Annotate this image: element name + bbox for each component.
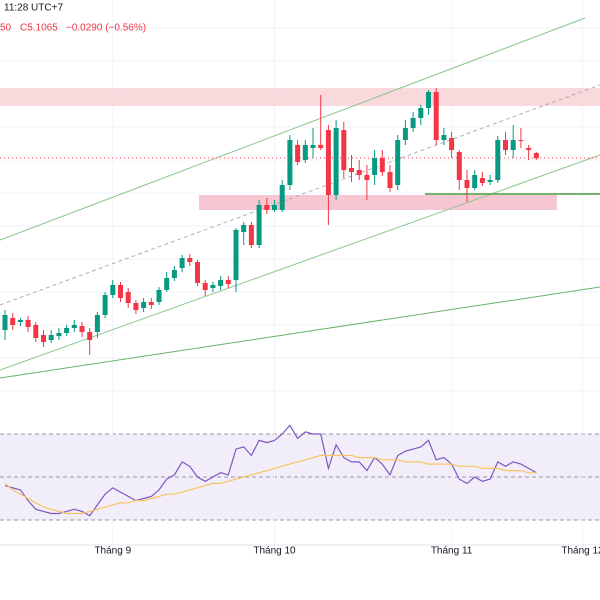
candle-body [241, 225, 247, 232]
candle-body [402, 128, 408, 140]
candle-body [218, 280, 224, 286]
candle-body [17, 320, 23, 322]
legend-text: 50 [0, 23, 12, 34]
candle-body [341, 130, 347, 170]
channel-upper [0, 17, 586, 241]
candle-body [356, 170, 362, 175]
support-zone [199, 195, 557, 210]
candle-body [256, 205, 262, 245]
candle-body [387, 172, 393, 188]
candle-body [79, 326, 85, 332]
candle-body [25, 320, 31, 327]
candle-body [333, 128, 339, 195]
candle-body [125, 292, 131, 303]
legend-text: C5.1065 [20, 23, 58, 34]
candle-body [272, 205, 277, 210]
candle-body [456, 152, 462, 180]
candle-body [133, 303, 139, 310]
candle-body [164, 278, 170, 290]
candle-body [71, 325, 77, 328]
candle-body [48, 335, 54, 340]
candle-body [433, 92, 439, 140]
legend-text: −0.0290 (−0.56%) [66, 23, 146, 34]
candle-body [56, 333, 62, 336]
candle-body [441, 135, 447, 140]
candle-body [64, 328, 70, 333]
channel-middle [0, 84, 600, 306]
candle-body [187, 258, 193, 262]
candle-body [487, 180, 493, 182]
candle-body [533, 153, 539, 159]
indicator-band [0, 434, 600, 520]
candle-body [110, 285, 116, 295]
candle-body [94, 315, 100, 332]
candle-body [202, 283, 208, 290]
candle-body [364, 175, 370, 180]
candle-body [325, 130, 331, 195]
candle-body [518, 140, 524, 141]
candle-body [156, 290, 162, 302]
candle-body [87, 332, 93, 340]
candle-body [225, 280, 231, 284]
candle-body [310, 145, 316, 148]
x-tick-label: Tháng 11 [431, 546, 473, 557]
candle-body [526, 148, 532, 150]
candle-body [287, 140, 293, 185]
candle-body [472, 175, 478, 188]
candle-body [302, 145, 308, 160]
candle-body [479, 178, 485, 183]
candle-body [210, 285, 216, 288]
candle-body [41, 335, 46, 342]
x-tick-label: Tháng 12 [561, 546, 600, 557]
candle-body [33, 325, 39, 338]
candle-body [233, 230, 239, 280]
trend-line [0, 286, 600, 379]
candle-body [495, 140, 501, 180]
candle-body [418, 108, 424, 118]
drawings [0, 17, 600, 546]
candle-body [10, 318, 16, 325]
candle-body [264, 205, 270, 210]
candle-body [2, 315, 8, 330]
candle-body [118, 285, 123, 298]
candle-body [410, 118, 416, 128]
candle-body [372, 158, 378, 175]
time-label: 11:28 UTC+7 [4, 3, 63, 14]
candle-body [379, 158, 385, 172]
channel-lower [0, 154, 600, 371]
candle-body [102, 295, 108, 315]
candle-body [295, 145, 301, 162]
candle-body [503, 140, 508, 150]
resistance-zone [0, 88, 600, 106]
candle-body [195, 262, 200, 283]
grid [0, 0, 600, 545]
candle-body [449, 138, 455, 150]
candle-body [248, 225, 254, 245]
candle-body [395, 140, 401, 185]
candle-body [464, 180, 470, 188]
candle-body [426, 92, 431, 108]
indicator-line [4, 454, 537, 515]
candle-body [349, 168, 354, 172]
candle-body [510, 140, 516, 150]
candle-body [179, 258, 185, 268]
x-tick-label: Tháng 10 [253, 546, 296, 557]
x-tick-label: Tháng 9 [94, 546, 131, 557]
candle-body [148, 302, 154, 305]
candle-body [141, 302, 147, 308]
candle-body [318, 145, 324, 148]
candle-body [171, 270, 177, 278]
candle-body [279, 185, 285, 210]
